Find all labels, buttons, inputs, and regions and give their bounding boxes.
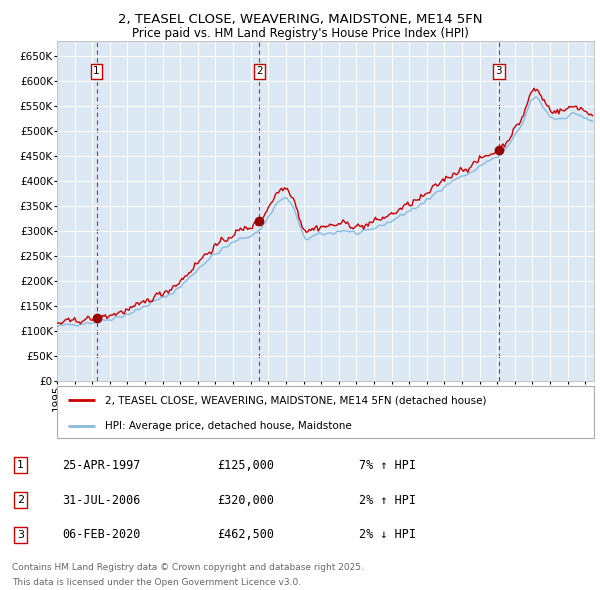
Text: £462,500: £462,500: [218, 529, 275, 542]
Text: HPI: Average price, detached house, Maidstone: HPI: Average price, detached house, Maid…: [106, 421, 352, 431]
Text: 2, TEASEL CLOSE, WEAVERING, MAIDSTONE, ME14 5FN (detached house): 2, TEASEL CLOSE, WEAVERING, MAIDSTONE, M…: [106, 395, 487, 405]
Text: 2% ↑ HPI: 2% ↑ HPI: [359, 493, 416, 507]
Text: 2% ↓ HPI: 2% ↓ HPI: [359, 529, 416, 542]
Text: 2, TEASEL CLOSE, WEAVERING, MAIDSTONE, ME14 5FN: 2, TEASEL CLOSE, WEAVERING, MAIDSTONE, M…: [118, 13, 482, 26]
Text: £125,000: £125,000: [218, 458, 275, 471]
Text: 1: 1: [17, 460, 24, 470]
Text: 31-JUL-2006: 31-JUL-2006: [62, 493, 140, 507]
Text: Contains HM Land Registry data © Crown copyright and database right 2025.: Contains HM Land Registry data © Crown c…: [12, 563, 364, 572]
Text: 25-APR-1997: 25-APR-1997: [62, 458, 140, 471]
Text: 06-FEB-2020: 06-FEB-2020: [62, 529, 140, 542]
Text: Price paid vs. HM Land Registry's House Price Index (HPI): Price paid vs. HM Land Registry's House …: [131, 27, 469, 40]
Text: 7% ↑ HPI: 7% ↑ HPI: [359, 458, 416, 471]
Text: 2: 2: [17, 495, 24, 505]
Text: £320,000: £320,000: [218, 493, 275, 507]
Text: 3: 3: [496, 66, 502, 76]
FancyBboxPatch shape: [57, 386, 594, 438]
Text: This data is licensed under the Open Government Licence v3.0.: This data is licensed under the Open Gov…: [12, 578, 301, 587]
Text: 3: 3: [17, 530, 24, 540]
Text: 1: 1: [93, 66, 100, 76]
Text: 2: 2: [256, 66, 263, 76]
